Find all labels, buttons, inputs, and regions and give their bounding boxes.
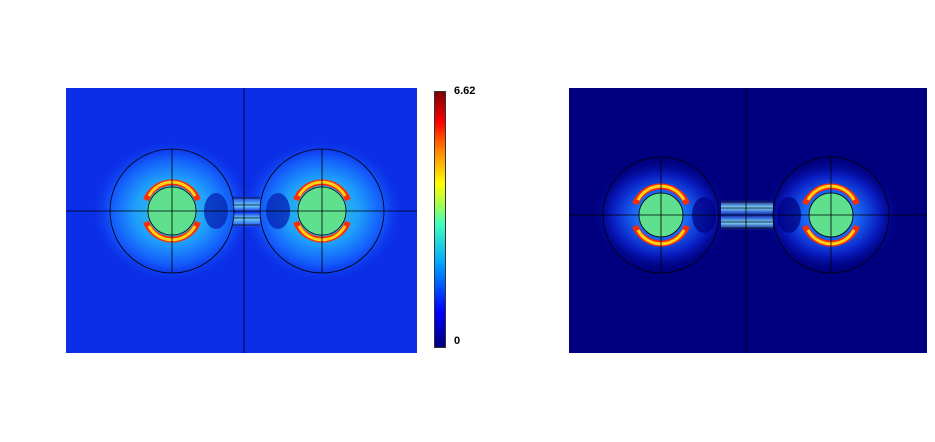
colorbar-tick (446, 194, 449, 195)
geometry-outline (66, 88, 417, 353)
colorbar-tick (446, 220, 449, 221)
field-plot-left (66, 88, 417, 353)
colorbar-tick (446, 143, 449, 144)
field-plot-left-svg (66, 88, 417, 353)
colorbar-tick (446, 117, 449, 118)
colorbar-tick (446, 246, 449, 247)
colorbar-min-label: 0 (454, 335, 461, 347)
colorbar-tick (446, 168, 449, 169)
colorbar-tick (446, 297, 449, 298)
colorbar-gradient (434, 91, 446, 348)
colorbar-max-label: 6.62 (454, 85, 476, 97)
bridge-channel (233, 196, 260, 228)
field-plot-right-svg (569, 88, 927, 353)
colorbar-tick (446, 271, 449, 272)
geometry-outline (569, 88, 927, 353)
colorbar-tick (446, 323, 449, 324)
colorbar: 6.62 0 (434, 85, 494, 351)
field-plot-right (569, 88, 927, 353)
